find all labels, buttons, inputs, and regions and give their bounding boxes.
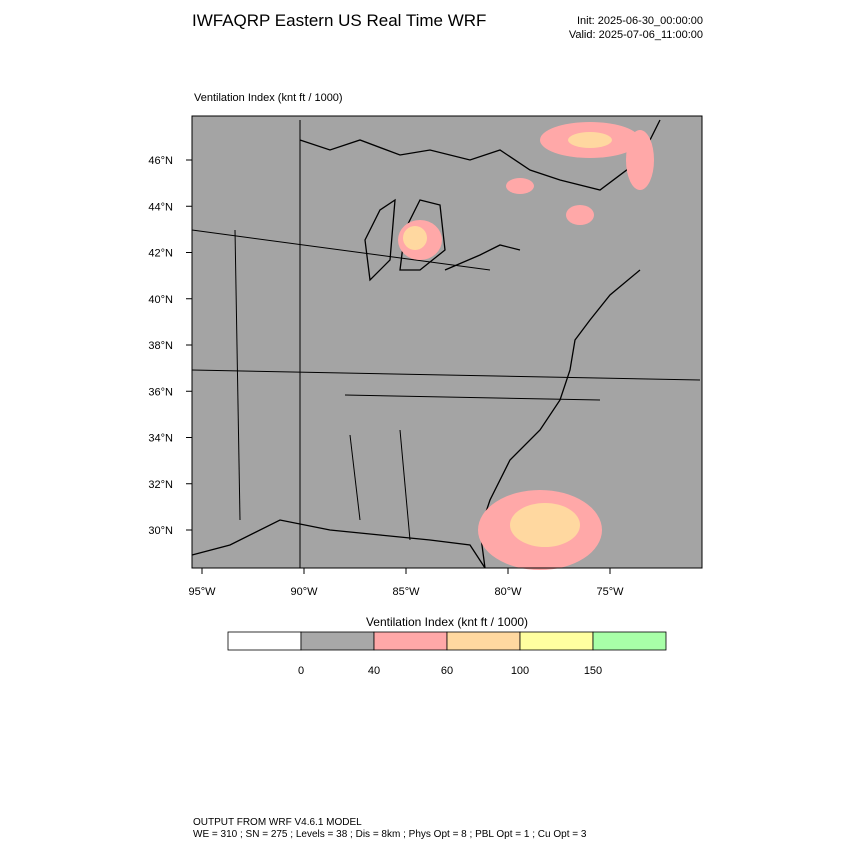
map-background bbox=[192, 116, 702, 568]
map-subtitle: Ventilation Index (knt ft / 1000) bbox=[194, 92, 343, 104]
colorbar-box bbox=[373, 631, 448, 651]
lat-label: 38°N bbox=[148, 340, 173, 352]
colorbar-box bbox=[592, 631, 667, 651]
title: IWFAQRP Eastern US Real Time WRF bbox=[192, 11, 486, 30]
index-shading bbox=[398, 122, 654, 570]
lat-labels: 46°N 44°N 42°N 40°N 38°N 36°N 34°N 32°N 30°N bbox=[148, 155, 192, 537]
map-frame bbox=[191, 115, 703, 569]
footer-line: OUTPUT FROM WRF V4.6.1 MODEL bbox=[193, 817, 362, 828]
lat-label: 34°N bbox=[148, 433, 173, 445]
map: 46°N 44°N 42°N 40°N 38°N 36°N 34°N 32°N 30°N 95°… bbox=[148, 115, 703, 598]
colorbar-box bbox=[519, 631, 594, 651]
lat-label: 46°N bbox=[148, 155, 173, 167]
lat-label: 44°N bbox=[148, 201, 173, 213]
colorbar-label: 100 bbox=[511, 665, 529, 677]
lon-label: 85°W bbox=[392, 586, 420, 598]
init-time: Init: 2025-06-30_00:00:00 bbox=[577, 15, 703, 27]
lon-label: 75°W bbox=[596, 586, 624, 598]
colorbar-label: 0 bbox=[298, 665, 304, 677]
lat-label: 40°N bbox=[148, 294, 173, 306]
lat-label: 30°N bbox=[148, 525, 173, 537]
lon-label: 90°W bbox=[290, 586, 318, 598]
colorbar-label: 60 bbox=[441, 665, 453, 677]
colorbar-box bbox=[300, 631, 375, 651]
lat-label: 32°N bbox=[148, 479, 173, 491]
colorbar-label: 40 bbox=[368, 665, 380, 677]
boundaries bbox=[191, 119, 701, 569]
lon-labels: 95°W 90°W 85°W 80°W 75°W bbox=[188, 568, 624, 598]
colorbar-label: 150 bbox=[584, 665, 602, 677]
lat-label: 36°N bbox=[148, 386, 173, 398]
valid-time: Valid: 2025-07-06_11:00:00 bbox=[569, 29, 703, 41]
colorbar-title: Ventilation Index (knt ft / 1000) bbox=[366, 615, 528, 629]
footer-line: WE = 310 ; SN = 275 ; Levels = 38 ; Dis … bbox=[193, 829, 587, 840]
colorbar-box bbox=[446, 631, 521, 651]
lat-label: 42°N bbox=[148, 248, 173, 260]
colorbar: 0 40 60 100 150 bbox=[227, 631, 667, 677]
lon-label: 80°W bbox=[494, 586, 522, 598]
colorbar-box bbox=[227, 631, 302, 651]
lon-label: 95°W bbox=[188, 586, 216, 598]
